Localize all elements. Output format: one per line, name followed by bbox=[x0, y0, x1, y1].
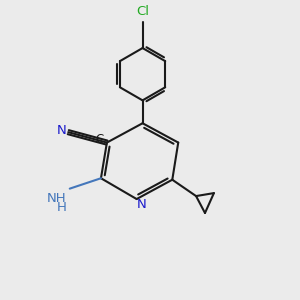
Text: H: H bbox=[56, 201, 66, 214]
Text: N: N bbox=[137, 198, 147, 211]
Text: C: C bbox=[96, 133, 104, 146]
Text: Cl: Cl bbox=[136, 5, 149, 18]
Text: N: N bbox=[57, 124, 67, 137]
Text: NH: NH bbox=[46, 192, 66, 205]
